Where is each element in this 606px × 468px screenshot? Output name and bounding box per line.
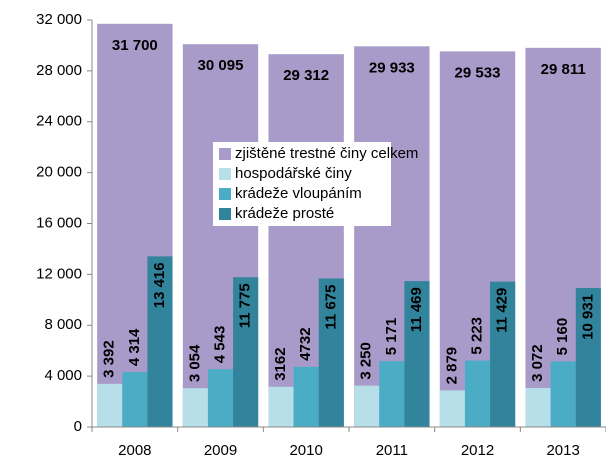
- x-tick-label: 2012: [461, 442, 494, 459]
- value-label: 11 469: [408, 287, 425, 332]
- value-label: 11 429: [494, 288, 511, 333]
- y-tick-label: 8 000: [44, 316, 82, 333]
- legend-label: hospodářské činy: [235, 165, 352, 182]
- legend-swatch: [219, 168, 231, 180]
- y-tick-label: 16 000: [36, 214, 82, 231]
- bar: [354, 385, 380, 427]
- value-label: 5 223: [468, 317, 485, 355]
- value-label: 5 160: [554, 318, 571, 356]
- value-label: 2 879: [443, 347, 460, 385]
- x-tick-label: 2010: [289, 442, 322, 459]
- value-label: 3162: [272, 347, 289, 380]
- value-label: 3 072: [529, 344, 546, 382]
- bar: [97, 383, 123, 427]
- bar: [464, 360, 491, 427]
- bar: [207, 369, 234, 427]
- y-tick-label: 20 000: [36, 164, 82, 181]
- value-label: 29 933: [369, 59, 415, 76]
- legend-box: [213, 142, 391, 226]
- value-label: 3 392: [101, 340, 118, 378]
- value-label: 29 312: [283, 67, 329, 84]
- bar: [525, 387, 551, 427]
- x-tick-label: 2009: [204, 442, 237, 459]
- legend-label: krádeže vloupáním: [235, 185, 362, 202]
- value-label: 31 700: [112, 37, 158, 54]
- bar: [379, 361, 405, 427]
- bar: [122, 372, 148, 427]
- bar: [439, 390, 465, 427]
- y-tick-label: 0: [74, 418, 82, 435]
- x-tick-label: 2013: [546, 442, 579, 459]
- value-label: 30 095: [198, 57, 244, 74]
- x-tick-label: 2011: [376, 442, 408, 459]
- legend-swatch: [219, 148, 231, 160]
- bar: [182, 388, 208, 427]
- value-label: 4 314: [126, 328, 143, 366]
- bar: [268, 386, 294, 427]
- legend-label: zjištěné trestné činy celkem: [235, 145, 418, 162]
- y-tick-label: 4 000: [44, 367, 82, 384]
- value-label: 10 931: [579, 294, 596, 340]
- legend-label: krádeže prosté: [235, 205, 334, 222]
- value-label: 13 416: [151, 262, 168, 308]
- bar: [575, 287, 601, 427]
- value-label: 3 250: [358, 342, 375, 380]
- value-label: 29 533: [455, 64, 501, 81]
- bar: [550, 361, 576, 427]
- legend-swatch: [219, 188, 231, 200]
- value-label: 3 054: [186, 344, 203, 382]
- value-label: 11 775: [237, 283, 254, 328]
- value-label: 11 675: [322, 285, 339, 330]
- y-tick-label: 24 000: [36, 113, 82, 130]
- value-label: 5 171: [383, 318, 400, 356]
- bar: [404, 281, 430, 427]
- x-tick-label: 2008: [118, 442, 151, 459]
- bar: [293, 366, 319, 427]
- value-label: 4 543: [211, 326, 228, 364]
- y-tick-label: 12 000: [36, 265, 82, 282]
- bar: [318, 278, 344, 427]
- y-tick-label: 28 000: [36, 62, 82, 79]
- bar: [490, 281, 516, 427]
- value-label: 4732: [297, 327, 314, 360]
- value-label: 29 811: [541, 61, 586, 78]
- legend-swatch: [219, 208, 231, 220]
- bar: [233, 277, 259, 427]
- y-tick-label: 32 000: [36, 11, 82, 28]
- bar: [147, 256, 173, 427]
